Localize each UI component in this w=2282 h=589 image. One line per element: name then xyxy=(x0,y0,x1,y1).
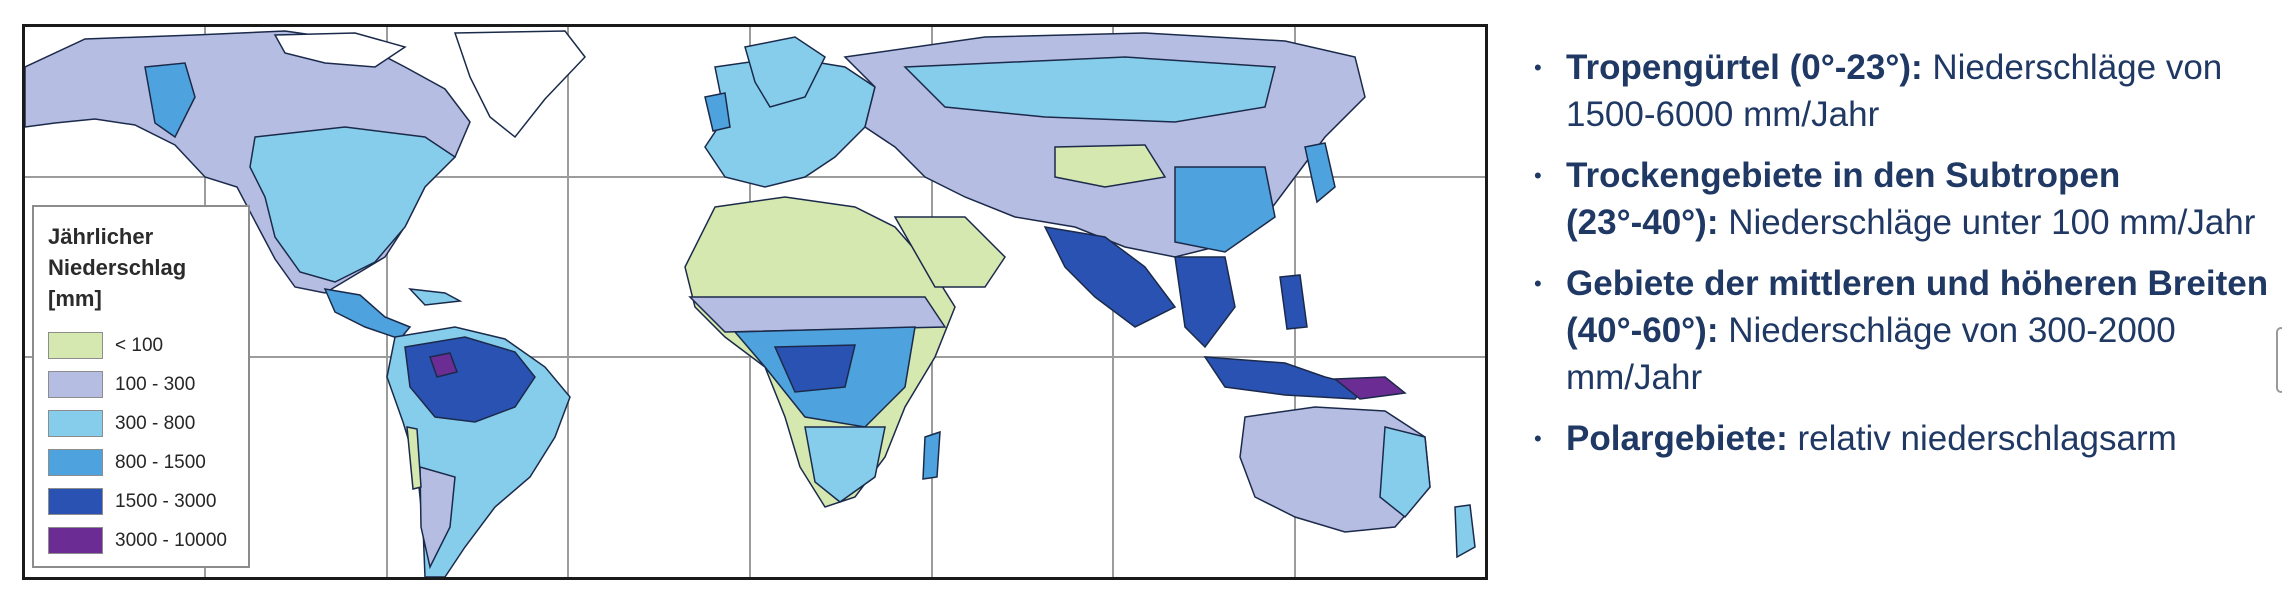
world-map-svg xyxy=(25,27,1485,577)
bullet-polar: Polargebiete: relativ niederschlagsarm xyxy=(1532,415,2272,462)
na-west-coast xyxy=(144,62,196,139)
legend-item: 300 - 800 xyxy=(48,404,236,443)
legend-label: 300 - 800 xyxy=(115,412,196,434)
south-asia-wet xyxy=(1043,226,1177,328)
arctic-islands xyxy=(273,32,407,68)
arabian-peninsula xyxy=(893,216,1006,288)
bullet-heading: Gebiete der mittleren und höheren Breite… xyxy=(1566,264,2269,350)
congo-core xyxy=(773,344,856,393)
legend-label: 100 - 300 xyxy=(115,373,196,395)
continents xyxy=(25,30,1476,577)
china-east xyxy=(1174,166,1276,253)
legend-swatch xyxy=(48,371,103,398)
bullet-text: Niederschläge von 300-2000 mm/Jahr xyxy=(1566,311,2176,397)
bullet-text: relativ niederschlagsarm xyxy=(1787,419,2177,458)
bullet-heading: Polargebiete: xyxy=(1566,419,1788,458)
australia-east xyxy=(1379,426,1431,519)
legend-label: 800 - 1500 xyxy=(115,451,206,473)
climate-zone-bullet-list: Tropengürtel (0°-23°): Niederschläge von… xyxy=(1532,44,2272,476)
legend-swatch xyxy=(48,527,103,554)
british-isles xyxy=(704,92,731,132)
new-guinea xyxy=(1332,376,1407,400)
indochina xyxy=(1174,256,1236,349)
legend-item: 800 - 1500 xyxy=(48,443,236,482)
gobi-dry xyxy=(1054,144,1167,188)
indonesia xyxy=(1203,356,1367,400)
legend-swatch xyxy=(48,449,103,476)
sa-south-dry xyxy=(419,466,456,570)
madagascar xyxy=(922,430,941,480)
bullet-subtropics: Trockengebiete in den Subtropen (23°-40°… xyxy=(1532,152,2272,246)
central-america xyxy=(323,288,412,340)
australia xyxy=(1239,406,1431,533)
legend-label: < 100 xyxy=(115,334,164,356)
bullet-text: Niederschläge unter 100 mm/Jahr xyxy=(1718,203,2256,242)
europe xyxy=(704,56,876,188)
legend-title-line: Jährlicher xyxy=(48,224,154,249)
legend-title: Jährlicher Niederschlag [mm] xyxy=(48,221,236,314)
bullet-text: Niederschläge von 1500-6000 mm/Jahr xyxy=(1566,48,2223,134)
map-legend: Jährlicher Niederschlag [mm] < 100 100 -… xyxy=(32,205,250,568)
greenland xyxy=(453,30,586,139)
legend-item: 1500 - 3000 xyxy=(48,482,236,521)
legend-title-line: Niederschlag xyxy=(48,255,187,280)
bullet-heading: Tropengürtel (0°-23°): xyxy=(1566,48,1923,87)
atacama xyxy=(406,426,422,490)
bullet-heading: Trockengebiete in den Subtropen (23°-40°… xyxy=(1566,156,2121,242)
southern-africa xyxy=(804,426,886,503)
legend-title-line: [mm] xyxy=(48,286,102,311)
amazon-core xyxy=(429,352,458,378)
na-east-humid xyxy=(249,126,457,283)
legend-label: 3000 - 10000 xyxy=(115,529,227,551)
slide-edge-tab[interactable] xyxy=(2276,327,2282,393)
japan xyxy=(1304,142,1336,204)
legend-item: < 100 xyxy=(48,326,236,365)
legend-item: 100 - 300 xyxy=(48,365,236,404)
caribbean xyxy=(408,288,463,306)
bullet-mid-latitudes: Gebiete der mittleren und höheren Breite… xyxy=(1532,260,2272,401)
legend-item: 3000 - 10000 xyxy=(48,521,236,560)
philippines xyxy=(1279,274,1308,330)
legend-label: 1500 - 3000 xyxy=(115,490,217,512)
bullet-tropics: Tropengürtel (0°-23°): Niederschläge von… xyxy=(1532,44,2272,138)
legend-swatch xyxy=(48,488,103,515)
sahel xyxy=(688,296,947,333)
precipitation-world-map: Jährlicher Niederschlag [mm] < 100 100 -… xyxy=(22,24,1488,580)
legend-swatch xyxy=(48,332,103,359)
scandinavia xyxy=(744,36,826,108)
siberia-humid xyxy=(903,56,1276,123)
new-zealand xyxy=(1454,504,1476,559)
legend-swatch xyxy=(48,410,103,437)
